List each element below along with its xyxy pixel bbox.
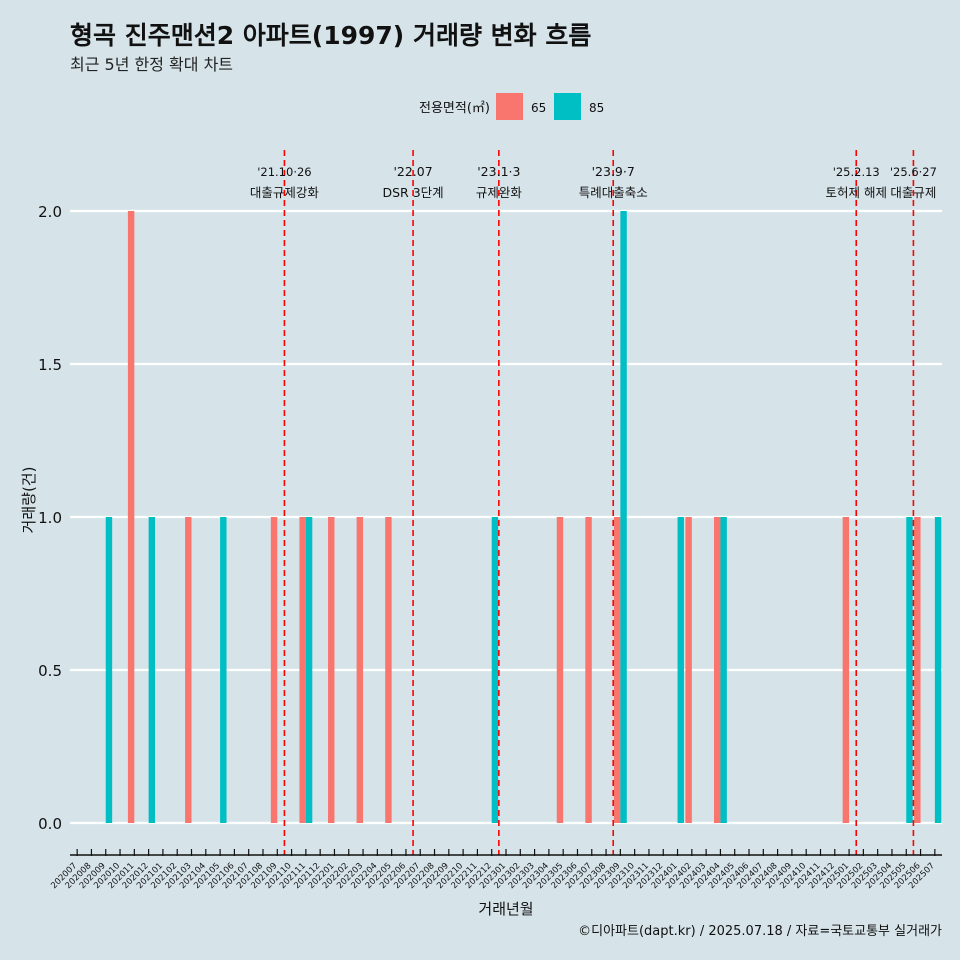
bar-65-202109 xyxy=(270,517,278,823)
bar-65-202404 xyxy=(713,517,721,823)
gridlines xyxy=(70,209,942,825)
chart-title: 형곡 진주맨션2 아파트(1997) 거래량 변화 흐름 xyxy=(70,21,591,50)
event-date: '25.6·27 xyxy=(890,165,937,179)
event-label: 대출규제강화 xyxy=(250,185,320,200)
bar-85-202105 xyxy=(220,517,227,823)
y-tick-label: 0.5 xyxy=(38,662,62,680)
bar-65-202506 xyxy=(914,517,921,823)
legend-label-65: 65 xyxy=(531,101,546,115)
event-label: 특례대출축소 xyxy=(579,185,648,200)
bar-65-202203 xyxy=(356,517,364,823)
event-date: '25.2.13 xyxy=(833,165,880,179)
legend-label-85: 85 xyxy=(589,101,604,115)
bar-65-202201 xyxy=(328,517,335,823)
y-tick-label: 1.5 xyxy=(38,356,62,374)
bars xyxy=(105,211,942,823)
bar-85-202309 xyxy=(620,211,627,823)
chart-subtitle: 최근 5년 한정 확대 차트 xyxy=(70,55,233,74)
bar-65-202111 xyxy=(299,517,306,823)
bar-85-202009 xyxy=(105,517,113,823)
bar-65-202011 xyxy=(127,211,135,823)
event-date: '23.9·7 xyxy=(592,164,635,179)
bar-85-202505 xyxy=(906,517,913,823)
x-axis-label: 거래년월 xyxy=(478,900,533,918)
bar-85-202401 xyxy=(677,517,684,823)
legend-key-65 xyxy=(496,93,523,120)
event-label: 토허제 해제 xyxy=(825,185,886,200)
event-lines xyxy=(283,150,915,855)
event-label: DSR 3단계 xyxy=(382,185,443,200)
y-axis-label: 거래량(건) xyxy=(20,467,38,534)
bar-85-202507 xyxy=(934,517,942,823)
legend-title: 전용면적(㎡) xyxy=(419,101,490,116)
y-tick-label: 1.0 xyxy=(38,509,62,527)
event-label: 규제완화 xyxy=(476,185,523,200)
bar-85-202012 xyxy=(148,517,156,823)
x-axis: 2020072020082020092020102020112020122021… xyxy=(49,849,942,891)
legend-key-85 xyxy=(554,93,581,120)
event-date: '22.07 xyxy=(393,164,432,179)
event-date: '21.10·26 xyxy=(257,165,311,179)
event-annotations: '21.10·26 대출규제강화 '22.07 DSR 3단계 '23.1·3 규제완화 '… xyxy=(250,164,937,200)
bar-65-202402 xyxy=(685,517,692,823)
bar-85-202111 xyxy=(305,517,313,823)
chart-caption: ©디아파트(dapt.kr) / 2025.07.18 / 자료=국토교통부 실… xyxy=(578,924,942,939)
y-tick-label: 0.0 xyxy=(38,815,62,833)
bar-85-202212 xyxy=(491,517,499,823)
bar-65-202501 xyxy=(842,517,850,823)
bar-65-202307 xyxy=(585,517,592,823)
bar-65-202305 xyxy=(556,517,564,823)
y-tick-label: 2.0 xyxy=(38,203,62,221)
legend: 전용면적(㎡) 65 85 xyxy=(419,93,604,120)
event-date: '23.1·3 xyxy=(477,164,520,179)
bar-85-202404 xyxy=(720,517,727,823)
bar-65-202309 xyxy=(613,517,621,823)
y-tick-labels: 0.0 0.5 1.0 1.5 2.0 xyxy=(38,203,62,833)
bar-65-202103 xyxy=(185,517,192,823)
bar-65-202205 xyxy=(385,517,392,823)
event-label: 대출규제 xyxy=(890,185,936,200)
